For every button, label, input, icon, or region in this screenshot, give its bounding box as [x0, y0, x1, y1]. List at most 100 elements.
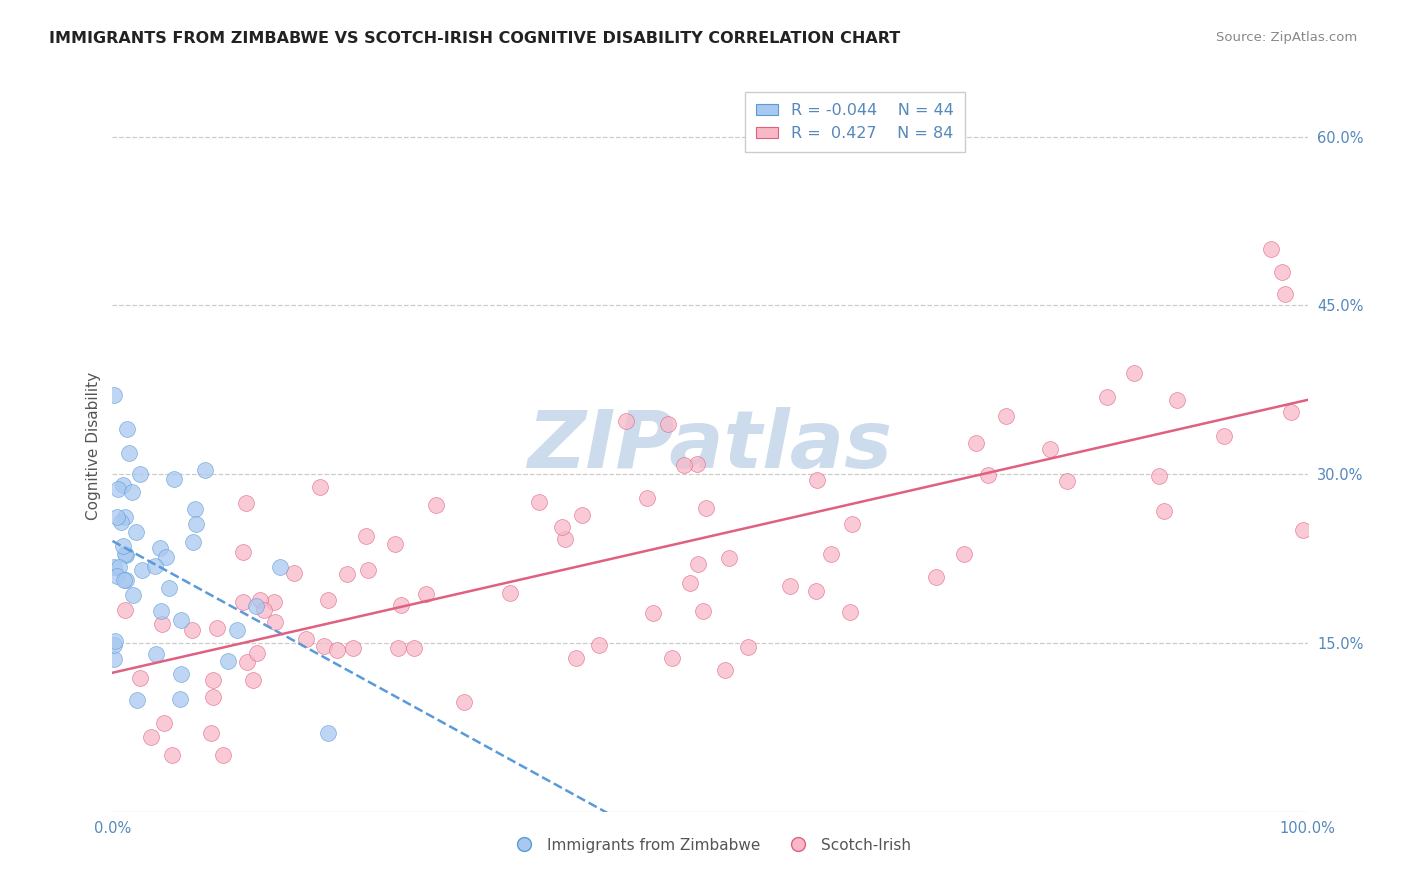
Point [571, 508, 593, 522]
Point [820, 547, 842, 561]
Point [107, 482, 129, 496]
Point [688, 558, 710, 572]
Point [253, 603, 276, 617]
Point [314, 639, 336, 653]
Point [103, 638, 125, 652]
Point [1212, 429, 1234, 443]
Point [200, 726, 222, 740]
Point [995, 409, 1018, 423]
Point [245, 599, 267, 613]
Point [839, 605, 862, 619]
Point [316, 593, 339, 607]
Point [692, 604, 714, 618]
Point [115, 548, 138, 562]
Point [804, 583, 827, 598]
Point [107, 560, 129, 574]
Point [180, 623, 202, 637]
Point [131, 563, 153, 577]
Point [1292, 523, 1315, 537]
Point [657, 417, 679, 431]
Point [1271, 264, 1294, 278]
Point [121, 484, 143, 499]
Point [316, 726, 339, 740]
Point [672, 458, 695, 473]
Point [342, 640, 364, 655]
Text: IMMIGRANTS FROM ZIMBABWE VS SCOTCH-IRISH COGNITIVE DISABILITY CORRELATION CHART: IMMIGRANTS FROM ZIMBABWE VS SCOTCH-IRISH… [49, 31, 900, 46]
Point [614, 414, 637, 428]
Point [149, 541, 172, 556]
Point [232, 545, 254, 559]
Point [114, 547, 136, 561]
Point [1166, 393, 1188, 408]
Point [170, 613, 193, 627]
Point [425, 498, 447, 512]
Point [121, 589, 143, 603]
Point [139, 730, 162, 744]
Point [269, 559, 291, 574]
Point [207, 621, 229, 635]
Point [149, 604, 172, 618]
Point [551, 520, 574, 534]
Point [105, 510, 128, 524]
Point [112, 539, 135, 553]
Point [112, 573, 135, 587]
Point [124, 525, 146, 540]
Point [965, 436, 987, 450]
Point [103, 388, 125, 402]
Point [128, 467, 150, 482]
Point [1260, 242, 1282, 256]
Point [661, 651, 683, 665]
Point [249, 593, 271, 607]
Point [105, 569, 128, 583]
Point [737, 640, 759, 654]
Point [160, 748, 183, 763]
Point [114, 603, 136, 617]
Point [194, 462, 217, 476]
Point [184, 502, 207, 516]
Point [415, 587, 437, 601]
Point [103, 560, 125, 574]
Y-axis label: Cognitive Disability: Cognitive Disability [86, 372, 101, 520]
Point [163, 472, 186, 486]
Point [246, 647, 269, 661]
Point [925, 570, 948, 584]
Point [953, 547, 976, 561]
Point [152, 716, 174, 731]
Point [565, 650, 588, 665]
Point [806, 474, 828, 488]
Point [354, 529, 377, 543]
Point [183, 535, 205, 549]
Point [976, 468, 998, 483]
Point [212, 748, 235, 763]
Point [1147, 469, 1170, 483]
Point [1056, 474, 1078, 488]
Text: Source: ZipAtlas.com: Source: ZipAtlas.com [1216, 31, 1357, 45]
Point [225, 623, 247, 637]
Point [202, 690, 225, 705]
Point [157, 582, 180, 596]
Point [643, 606, 665, 620]
Point [309, 480, 332, 494]
Point [453, 695, 475, 709]
Point [636, 491, 658, 505]
Point [217, 654, 239, 668]
Point [103, 652, 125, 666]
Point [1039, 442, 1062, 457]
Point [170, 666, 193, 681]
Text: ZIPatlas: ZIPatlas [527, 407, 893, 485]
Point [263, 615, 285, 629]
Point [686, 457, 709, 471]
Point [263, 595, 285, 609]
Point [529, 495, 551, 509]
Point [186, 517, 208, 532]
Point [104, 634, 127, 648]
Point [114, 510, 136, 524]
Point [127, 692, 149, 706]
Point [128, 671, 150, 685]
Point [201, 673, 224, 688]
Point [150, 617, 173, 632]
Point [714, 663, 737, 677]
Point [115, 422, 138, 436]
Legend: Immigrants from Zimbabwe, Scotch-Irish: Immigrants from Zimbabwe, Scotch-Irish [502, 831, 918, 859]
Point [283, 566, 305, 581]
